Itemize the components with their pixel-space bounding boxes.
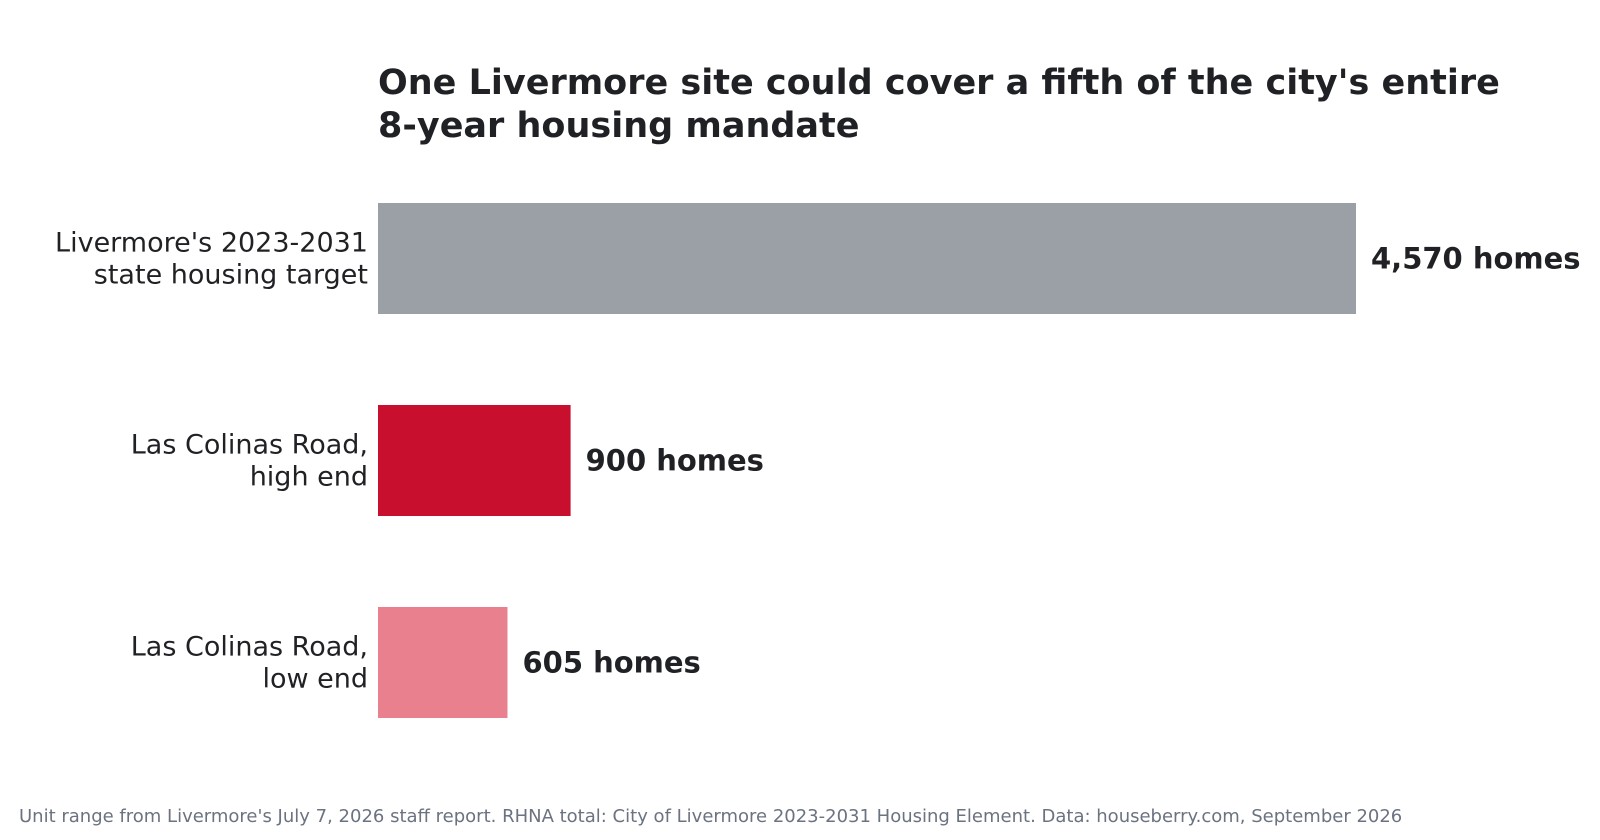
category-label-1-line-1: high end — [250, 462, 368, 493]
category-label-1-line-0: Las Colinas Road, — [131, 430, 368, 461]
category-label-1: Las Colinas Road, high end — [131, 430, 368, 493]
bar-0 — [378, 203, 1356, 314]
category-label-0-line-0: Livermore's 2023-2031 — [55, 228, 368, 259]
category-label-0: Livermore's 2023-2031 state housing targe… — [55, 228, 368, 291]
chart-title: One Livermore site could cover a fifth o… — [378, 62, 1593, 148]
bar-2 — [378, 607, 508, 718]
bar-1 — [378, 405, 571, 516]
category-label-0-line-1: state housing target — [94, 260, 368, 291]
category-label-2: Las Colinas Road, low end — [131, 632, 368, 695]
category-label-2-line-0: Las Colinas Road, — [131, 632, 368, 663]
value-label-2: 605 homes — [522, 646, 700, 680]
value-label-1: 900 homes — [586, 444, 764, 478]
category-label-2-line-1: low end — [262, 664, 368, 695]
value-label-0: 4,570 homes — [1371, 242, 1581, 276]
chart-title-line-1: One Livermore site could cover a fifth o… — [378, 63, 1500, 103]
footnote: Unit range from Livermore's July 7, 2026… — [19, 806, 1403, 827]
chart-title-line-2: 8-year housing mandate — [378, 106, 860, 146]
